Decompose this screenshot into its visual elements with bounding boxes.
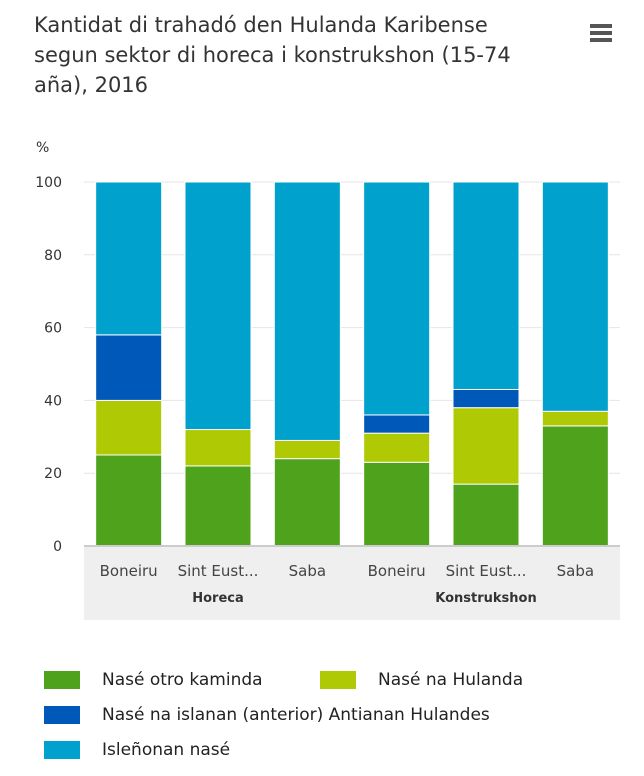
y-tick-label: 40 [44, 393, 62, 409]
bar-segment [184, 429, 252, 467]
legend-swatch [44, 741, 80, 759]
bar-segment [363, 432, 431, 463]
hamburger-menu-icon[interactable] [590, 24, 612, 44]
y-tick-label: 60 [44, 321, 62, 337]
bar-segment [452, 483, 520, 547]
legend-swatch [44, 671, 80, 689]
legend-item[interactable]: Nasé otro kaminda [44, 670, 263, 690]
chart-title: Kantidat di trahadó den Hulanda Karibens… [34, 13, 511, 97]
bar-segment [541, 425, 609, 547]
legend-item[interactable]: Isleñonan nasé [44, 740, 230, 760]
y-tick-label: 100 [35, 175, 62, 191]
x-tick-label: Sint Eust... [178, 562, 259, 580]
group-label: Horeca [192, 591, 244, 606]
bar-segment [95, 399, 163, 456]
bar-segment [363, 414, 431, 434]
bar-segment [273, 458, 341, 547]
bar-segment [452, 181, 520, 390]
legend-label: Nasé otro kaminda [102, 670, 263, 690]
legend-item[interactable]: Nasé na Hulanda [320, 670, 523, 690]
bar-segment [95, 334, 163, 401]
x-tick-label: Boneiru [368, 562, 426, 580]
y-axis-label: % [36, 140, 50, 156]
bar-segment [363, 461, 431, 547]
x-tick-label: Saba [557, 562, 594, 580]
legend-label: Isleñonan nasé [102, 740, 231, 760]
y-tick-label: 20 [44, 466, 62, 482]
bar-segment [452, 388, 520, 409]
bar-segment [184, 465, 252, 547]
bar-segment [273, 181, 341, 441]
bar-segment [541, 181, 609, 412]
group-label: Konstrukshon [435, 591, 536, 606]
bar-segment [184, 181, 252, 431]
legend-item[interactable]: Nasé na islanan (anterior) Antianan Hula… [44, 705, 490, 725]
x-tick-label: Saba [289, 562, 326, 580]
bar-segment [452, 407, 520, 485]
chart-plot: 0 20 40 60 80 100 Boneiru Sint Eust... Saba Bonei… [35, 175, 620, 620]
x-tick-label: Sint Eust... [446, 562, 527, 580]
legend-label: Nasé na Hulanda [378, 670, 524, 690]
bar-segment [273, 439, 341, 460]
y-tick-label: 80 [44, 248, 62, 264]
legend-swatch [320, 671, 356, 689]
bar-segment [95, 181, 163, 336]
bar-segment [95, 454, 163, 547]
bar-segment [363, 181, 431, 416]
legend-label: Nasé na islanan (anterior) Antianan Hula… [102, 705, 490, 725]
x-tick-label: Boneiru [100, 562, 158, 580]
y-tick-label: 0 [53, 539, 62, 555]
bar-segment [541, 410, 609, 427]
legend-swatch [44, 706, 80, 724]
category-band [84, 546, 620, 620]
